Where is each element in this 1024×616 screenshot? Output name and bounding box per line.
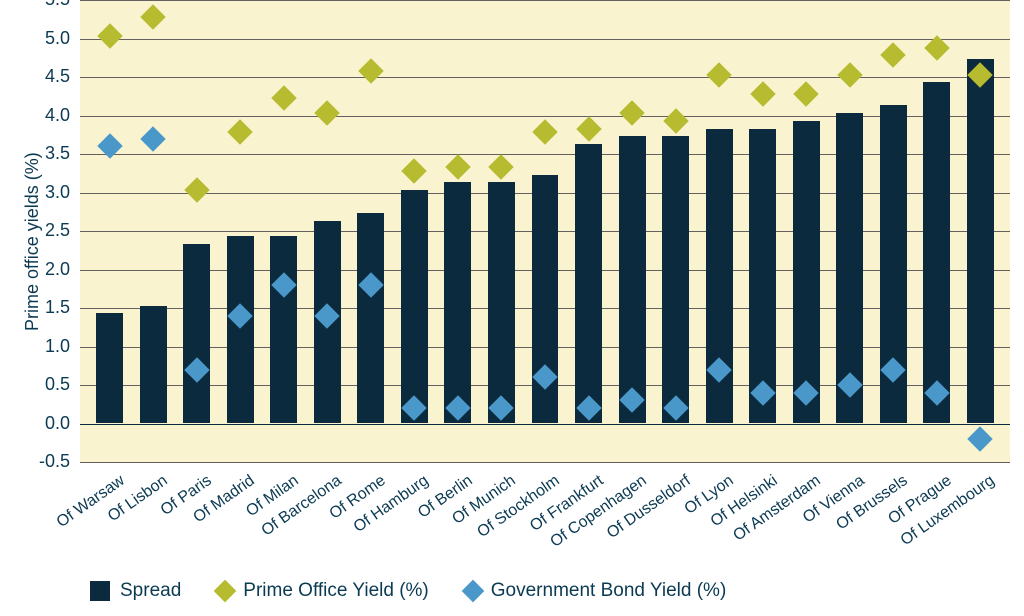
bar [662, 136, 689, 423]
legend-item-spread: Spread [90, 580, 181, 602]
gridline [80, 154, 1010, 155]
legend-item-bond: Government Bond Yield (%) [465, 580, 727, 602]
bar [488, 182, 515, 423]
bar [357, 213, 384, 423]
y-tick-label: 5.0 [0, 28, 70, 49]
bar [227, 236, 254, 423]
yields-chart: -0.50.00.51.01.52.02.53.03.54.04.55.05.5… [0, 0, 1024, 616]
y-tick-label: 0.0 [0, 413, 70, 434]
y-tick-label: 5.5 [0, 0, 70, 10]
zero-axis-line [80, 424, 1010, 425]
y-tick-label: 4.5 [0, 66, 70, 87]
legend: Spread Prime Office Yield (%) Government… [90, 580, 726, 602]
bar [575, 144, 602, 424]
bar [923, 82, 950, 423]
y-tick-label: 1.0 [0, 336, 70, 357]
bar [96, 313, 123, 423]
bar [444, 182, 471, 423]
bar [401, 190, 428, 423]
bar [140, 306, 167, 424]
bar [270, 236, 297, 423]
gridline [80, 39, 1010, 40]
y-axis-label: Prime office yields (%) [22, 152, 43, 331]
bar [183, 244, 210, 423]
gridline [80, 0, 1010, 1]
legend-label-spread: Spread [120, 580, 181, 602]
gridline [80, 77, 1010, 78]
y-tick-label: -0.5 [0, 451, 70, 472]
bar [619, 136, 646, 423]
legend-item-prime: Prime Office Yield (%) [217, 580, 428, 602]
legend-label-prime: Prime Office Yield (%) [243, 580, 428, 602]
legend-swatch-prime [214, 580, 237, 603]
legend-swatch-bond [461, 580, 484, 603]
legend-swatch-spread [90, 581, 110, 601]
bar [793, 121, 820, 424]
y-tick-label: 0.5 [0, 374, 70, 395]
legend-label-bond: Government Bond Yield (%) [491, 580, 727, 602]
bar [967, 59, 994, 423]
y-tick-label: 4.0 [0, 105, 70, 126]
gridline [80, 116, 1010, 117]
gridline [80, 462, 1010, 463]
